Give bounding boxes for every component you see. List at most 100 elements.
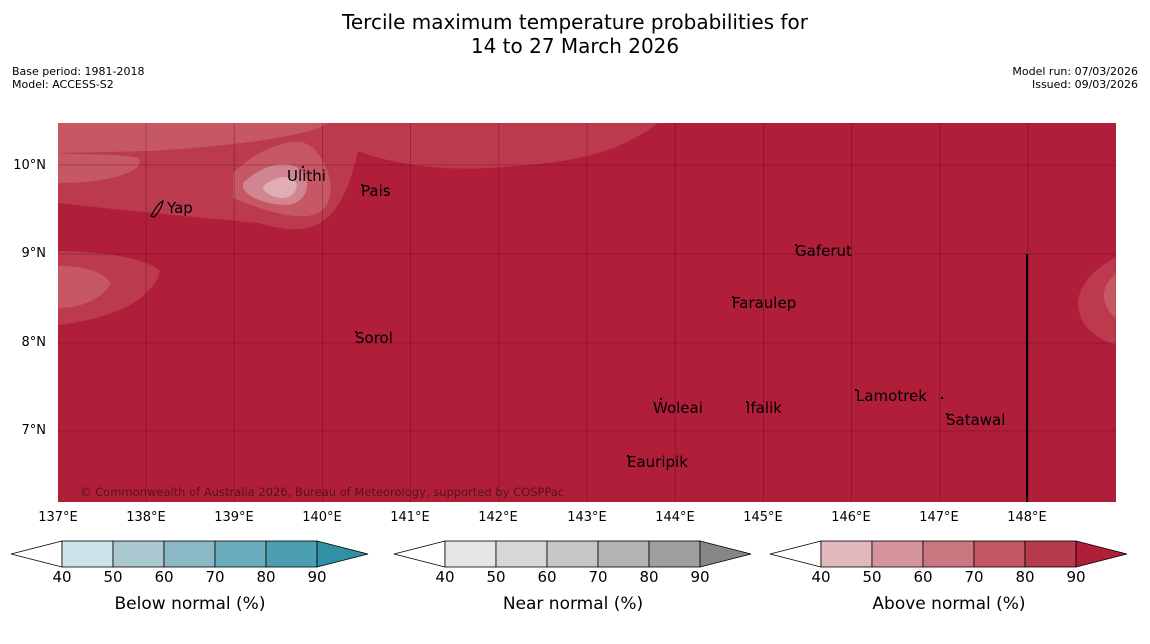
place-sorol: Sorol xyxy=(355,329,393,347)
colorbar-segment xyxy=(163,540,216,568)
colorbar-near xyxy=(393,540,752,568)
colorbar-tick-label: 60 xyxy=(154,568,174,586)
colorbar-tick-label: 40 xyxy=(52,568,72,586)
lat-label-8n: 8°N xyxy=(21,335,47,350)
sorol-marker xyxy=(355,331,357,333)
place-satawal: Satawal xyxy=(946,411,1006,429)
lat-label-9n: 9°N xyxy=(21,246,47,261)
colorbar-under-extension xyxy=(769,540,822,568)
colorbar-segment xyxy=(648,540,701,568)
colorbar-under-extension xyxy=(393,540,446,568)
eauripik-marker xyxy=(627,455,629,457)
colorbar-over-extension xyxy=(1075,540,1128,568)
colorbar-under-extension xyxy=(10,540,63,568)
colorbar-tick-label: 60 xyxy=(913,568,933,586)
meta-left: Base period: 1981-2018 Model: ACCESS-S2 xyxy=(12,65,144,91)
model-run-text: Model run: 07/03/2026 xyxy=(1012,65,1138,78)
colorbar-segment xyxy=(597,540,650,568)
colorbar-tick-label: 90 xyxy=(1066,568,1086,586)
map-shading xyxy=(58,123,1116,502)
lon-label-141e: 141°E xyxy=(390,510,430,525)
ulithi-marker xyxy=(302,166,304,168)
shade-70-north xyxy=(58,123,328,183)
colorbar-tick-label: 50 xyxy=(486,568,506,586)
issued-text: Issued: 09/03/2026 xyxy=(1031,78,1138,91)
place-gaferut: Gaferut xyxy=(795,242,852,260)
place-faraulep: Faraulep xyxy=(732,294,797,312)
colorbar-tick-label: 70 xyxy=(205,568,225,586)
colorbar-segment xyxy=(546,540,599,568)
colorbar-above xyxy=(769,540,1128,568)
satawal-marker xyxy=(946,413,948,415)
place-woleai: Woleai xyxy=(653,399,703,417)
shade-80-north xyxy=(58,123,658,230)
gaferut-marker xyxy=(795,244,797,246)
lon-label-140e: 140°E xyxy=(302,510,342,525)
colorbar-segment xyxy=(495,540,548,568)
lon-label-147e: 147°E xyxy=(919,510,959,525)
place-yap: Yap xyxy=(167,199,193,217)
map-title-line1: Tercile maximum temperature probabilitie… xyxy=(342,10,808,34)
model-text: Model: ACCESS-S2 xyxy=(12,78,114,91)
yap-island-shape xyxy=(150,200,164,218)
colorbar-segment xyxy=(112,540,165,568)
colorbar-tick-label: 80 xyxy=(256,568,276,586)
place-eauripik: Eauripik xyxy=(627,453,688,471)
place-ulithi: Ulithi xyxy=(287,167,326,185)
colorbar-tick-label: 80 xyxy=(639,568,659,586)
map-title-line2: 14 to 27 March 2026 xyxy=(470,34,680,58)
colorbar-below-title: Below normal (%) xyxy=(114,594,266,614)
colorbar-segment xyxy=(265,540,318,568)
shade-70-west xyxy=(58,266,111,308)
place-pais: Pais xyxy=(361,182,391,200)
lon-label-137e: 137°E xyxy=(38,510,78,525)
lon-label-145e: 145°E xyxy=(743,510,783,525)
copyright-notice: © Commonwealth of Australia 2026, Bureau… xyxy=(80,485,565,499)
colorbar-over-extension xyxy=(699,540,752,568)
lat-label-7n: 7°N xyxy=(21,423,47,438)
colorbar-segment xyxy=(214,540,267,568)
probability-map xyxy=(58,123,1116,502)
colorbar-tick-label: 40 xyxy=(435,568,455,586)
lon-label-142e: 142°E xyxy=(478,510,518,525)
place-ifalik: Ifalik xyxy=(746,399,782,417)
colorbar-above-title: Above normal (%) xyxy=(872,594,1026,614)
lon-label-146e: 146°E xyxy=(831,510,871,525)
meta-right: Model run: 07/03/2026 Issued: 09/03/2026 xyxy=(1012,65,1138,91)
colorbar-segment xyxy=(973,540,1026,568)
colorbar-tick-label: 50 xyxy=(862,568,882,586)
colorbar-segment xyxy=(820,540,873,568)
pais-marker xyxy=(361,184,363,186)
colorbar-over-extension xyxy=(316,540,369,568)
colorbar-tick-label: 80 xyxy=(1015,568,1035,586)
shade-50-ulithi xyxy=(263,176,297,198)
colorbar-segment xyxy=(1024,540,1077,568)
faraulep-marker xyxy=(732,296,734,298)
colorbar-tick-label: 60 xyxy=(537,568,557,586)
lon-label-138e: 138°E xyxy=(126,510,166,525)
colorbar-below xyxy=(10,540,369,568)
graticule xyxy=(58,123,1116,502)
colorbar-tick-label: 90 xyxy=(307,568,327,586)
lon-label-143e: 143°E xyxy=(567,510,607,525)
colorbar-segment xyxy=(871,540,924,568)
lon-label-144e: 144°E xyxy=(655,510,695,525)
colorbar-segment xyxy=(922,540,975,568)
colorbar-segment xyxy=(444,540,497,568)
colorbar-tick-label: 50 xyxy=(103,568,123,586)
lat-label-10n: 10°N xyxy=(13,158,46,173)
colorbar-tick-label: 70 xyxy=(964,568,984,586)
lon-label-148e: 148°E xyxy=(1007,510,1047,525)
colorbar-near-title: Near normal (%) xyxy=(502,594,644,614)
shade-80-east xyxy=(1078,258,1116,345)
colorbar-tick-label: 90 xyxy=(690,568,710,586)
place-lamotrek: Lamotrek xyxy=(856,387,927,405)
lamotrek-east-marker xyxy=(941,397,943,399)
colorbar-tick-label: 70 xyxy=(588,568,608,586)
colorbar-tick-label: 40 xyxy=(811,568,831,586)
lamotrek-marker xyxy=(855,389,857,391)
base-period-text: Base period: 1981-2018 xyxy=(12,65,145,78)
ifalik-marker xyxy=(746,401,748,403)
shade-70-east xyxy=(1103,273,1116,318)
colorbar-segment xyxy=(61,540,114,568)
